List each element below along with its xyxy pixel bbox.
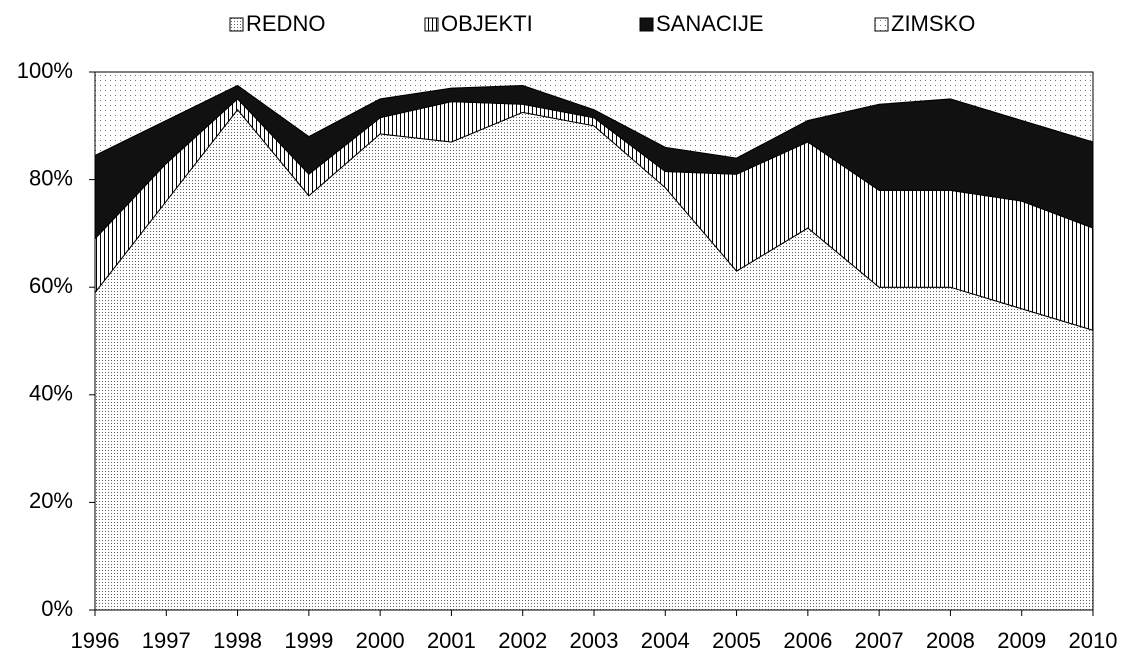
x-tick-label: 2010 bbox=[1069, 628, 1118, 653]
y-tick-label: 40% bbox=[29, 381, 73, 406]
y-tick-label: 60% bbox=[29, 273, 73, 298]
area bbox=[94, 71, 1094, 159]
x-tick-label: 2006 bbox=[783, 628, 832, 653]
legend-swatch bbox=[639, 17, 654, 32]
x-tick-label: 1996 bbox=[71, 628, 120, 653]
x-tick-label: 2001 bbox=[427, 628, 476, 653]
x-tick-label: 2004 bbox=[641, 628, 690, 653]
y-tick-label: 0% bbox=[41, 596, 73, 621]
y-tick-label: 100% bbox=[17, 58, 73, 83]
x-tick-label: 2008 bbox=[926, 628, 975, 653]
x-tick-label: 2005 bbox=[712, 628, 761, 653]
legend-label: OBJEKTI bbox=[441, 11, 533, 36]
x-tick-label: 2000 bbox=[356, 628, 405, 653]
x-tick-label: 2002 bbox=[498, 628, 547, 653]
legend-label: ZIMSKO bbox=[891, 11, 975, 36]
x-tick-label: 2003 bbox=[570, 628, 619, 653]
legend-label: SANACIJE bbox=[656, 11, 764, 36]
x-tick-label: 1997 bbox=[142, 628, 191, 653]
x-tick-label: 1998 bbox=[213, 628, 262, 653]
x-tick-label: 2009 bbox=[997, 628, 1046, 653]
y-tick-label: 20% bbox=[29, 488, 73, 513]
legend-swatch bbox=[424, 17, 439, 32]
legend-swatch bbox=[229, 17, 244, 32]
y-tick-label: 80% bbox=[29, 165, 73, 190]
legend-swatch bbox=[874, 17, 889, 32]
x-tick-label: 2007 bbox=[855, 628, 904, 653]
legend-label: REDNO bbox=[246, 11, 325, 36]
x-tick-label: 1999 bbox=[284, 628, 333, 653]
